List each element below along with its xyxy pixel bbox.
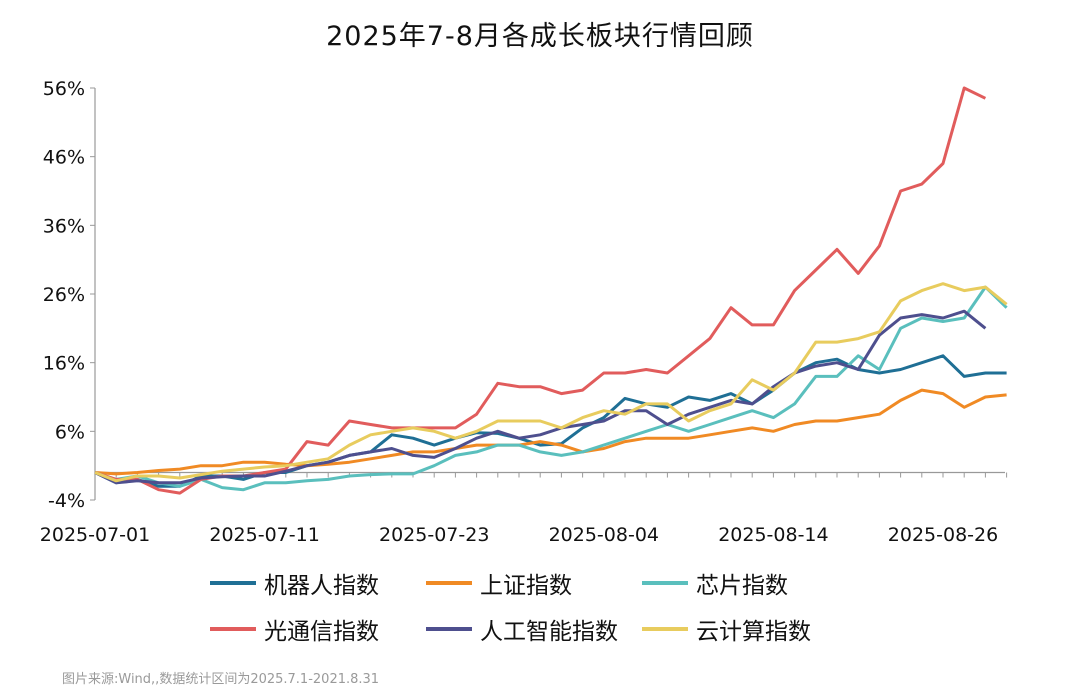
series-line-5 <box>94 282 1008 483</box>
series-line-3 <box>94 86 987 495</box>
legend-swatch-chip <box>642 581 688 585</box>
legend-label-cloud: 云计算指数 <box>696 619 811 645</box>
legend-label-optical: 光通信指数 <box>264 619 379 645</box>
chart-legend: 机器人指数 上证指数 芯片指数 光通信指数 人工智能指数 云计算指数 <box>210 560 910 652</box>
legend-item-robot[interactable]: 机器人指数 <box>210 566 426 600</box>
x-tick-label: 2025-07-01 <box>40 524 150 546</box>
x-tick-label: 2025-08-04 <box>549 524 659 546</box>
y-tick-label: -4% <box>48 490 85 512</box>
legend-label-chip: 芯片指数 <box>696 573 788 599</box>
x-tick-label: 2025-08-26 <box>888 524 998 546</box>
legend-item-ai[interactable]: 人工智能指数 <box>426 612 642 646</box>
legend-item-optical[interactable]: 光通信指数 <box>210 612 426 646</box>
legend-swatch-cloud <box>642 627 688 631</box>
y-tick-label: 16% <box>43 353 85 375</box>
chart-title: 2025年7-8月各成长板块行情回顾 <box>326 21 754 52</box>
series-line-2 <box>94 285 1008 492</box>
series-line-4 <box>94 309 987 485</box>
chart-axes: 56% 46% 36% 26% 16% 6% -4% 2025-07-01 2025-07-11… <box>40 78 1008 546</box>
legend-item-sse[interactable]: 上证指数 <box>426 566 642 600</box>
legend-swatch-optical <box>210 627 256 631</box>
x-tick-label: 2025-08-14 <box>718 524 828 546</box>
x-tick-label: 2025-07-11 <box>209 524 319 546</box>
line-chart: 56% 46% 36% 26% 16% 6% -4% 2025-07-01 2025-07-11… <box>40 78 1008 546</box>
chart-series <box>94 86 1008 495</box>
y-tick-label: 56% <box>43 78 85 100</box>
y-tick-label: 36% <box>43 215 85 237</box>
series-line-1 <box>94 388 1007 476</box>
legend-row: 光通信指数 人工智能指数 云计算指数 <box>210 606 910 652</box>
legend-row: 机器人指数 上证指数 芯片指数 <box>210 560 910 606</box>
y-tick-label: 26% <box>43 284 85 306</box>
x-tick-label: 2025-07-23 <box>379 524 489 546</box>
y-tick-label: 6% <box>55 421 85 443</box>
legend-item-cloud[interactable]: 云计算指数 <box>642 612 858 646</box>
source-note: 图片来源:Wind,,数据统计区间为2025.7.1-2021.8.31 <box>62 672 380 687</box>
legend-item-chip[interactable]: 芯片指数 <box>642 566 858 600</box>
legend-swatch-robot <box>210 581 256 585</box>
y-tick-label: 46% <box>43 147 85 169</box>
legend-label-ai: 人工智能指数 <box>480 619 618 645</box>
legend-label-sse: 上证指数 <box>480 573 572 599</box>
legend-swatch-ai <box>426 627 472 631</box>
legend-label-robot: 机器人指数 <box>264 573 379 599</box>
legend-swatch-sse <box>426 581 472 585</box>
series-line-0 <box>94 354 1007 488</box>
